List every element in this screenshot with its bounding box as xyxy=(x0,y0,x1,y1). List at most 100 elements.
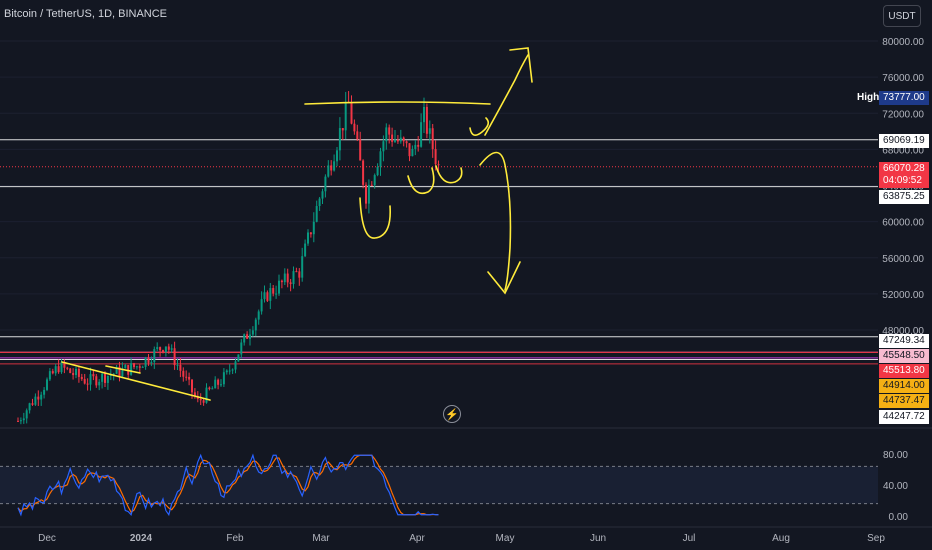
candle-body xyxy=(95,376,98,386)
price-tag-line7: 44737.47 xyxy=(879,394,929,408)
candle-body xyxy=(318,198,321,207)
candle-body xyxy=(330,165,333,171)
candle-body xyxy=(367,184,370,204)
candle-body xyxy=(176,364,179,366)
candle-body xyxy=(327,165,330,177)
candle-body xyxy=(211,388,214,390)
candle-body xyxy=(63,362,66,368)
price-tag-high: 73777.00 xyxy=(879,91,929,105)
time-tick: Jun xyxy=(590,533,606,544)
time-tick: May xyxy=(496,533,515,544)
candle-body xyxy=(66,367,69,369)
time-axis: Dec 2024 Feb Mar Apr May Jun Jul Aug Sep xyxy=(0,526,932,544)
candle-body xyxy=(388,127,391,135)
candle-body xyxy=(115,366,118,374)
price-tick: 80000.00 xyxy=(882,37,924,48)
candle-body xyxy=(272,288,275,294)
candle-body xyxy=(51,371,54,374)
price-tick: 52000.00 xyxy=(882,290,924,301)
candle-body xyxy=(231,369,234,371)
yellow-trendline-upper xyxy=(105,365,141,374)
candle-body xyxy=(92,374,95,377)
price-tick: 76000.00 xyxy=(882,73,924,84)
candle-body xyxy=(292,271,295,285)
candle-body xyxy=(118,366,121,377)
candle-body xyxy=(394,139,396,142)
candle-body xyxy=(167,346,170,350)
price-tag-current: 66070.28 04:09:52 xyxy=(879,162,929,188)
candle-body xyxy=(141,366,144,368)
candle-body xyxy=(333,161,336,171)
candle-body xyxy=(112,373,115,375)
candle-body xyxy=(405,141,408,144)
candle-body xyxy=(156,347,159,350)
candle-body xyxy=(48,371,51,380)
candle-body xyxy=(336,150,338,162)
candle-body xyxy=(379,151,382,167)
candle-body xyxy=(150,362,153,364)
candle-body xyxy=(104,373,106,383)
breakdown-arrow-path xyxy=(479,151,512,291)
candle-body xyxy=(214,379,217,389)
candle-body xyxy=(28,403,31,411)
currency-button[interactable]: USDT xyxy=(883,5,921,27)
candle-body xyxy=(101,373,104,382)
candle-body xyxy=(356,131,359,140)
time-tick: Dec xyxy=(38,533,56,544)
candle-body xyxy=(121,368,124,377)
candle-body xyxy=(286,273,289,283)
time-tick: Apr xyxy=(409,533,425,544)
candle-body xyxy=(391,134,394,142)
candle-body xyxy=(83,379,86,384)
candle-body xyxy=(423,106,425,123)
candle-body xyxy=(54,366,57,374)
time-tick: Feb xyxy=(226,533,244,544)
candle-body xyxy=(399,137,402,142)
candle-body xyxy=(57,366,60,373)
candle-body xyxy=(133,363,135,368)
oscillator-tick: 0.00 xyxy=(889,512,909,523)
candle-body xyxy=(17,420,19,422)
candle-body xyxy=(414,144,417,149)
candle-body xyxy=(185,376,188,378)
candle-body xyxy=(301,256,304,278)
candle-body xyxy=(324,176,327,192)
price-tick: 68000.00 xyxy=(882,145,924,156)
candle-body xyxy=(109,374,112,376)
high-label: High xyxy=(853,91,884,105)
candle-body xyxy=(191,379,193,393)
candle-body xyxy=(77,368,80,377)
candle-body xyxy=(220,384,222,386)
candle-body xyxy=(359,139,362,161)
candle-body xyxy=(350,102,353,124)
candle-body xyxy=(289,282,292,285)
candle-body xyxy=(86,383,89,385)
candle-body xyxy=(341,128,344,131)
price-tag-line6: 44914.00 xyxy=(879,379,929,393)
candle-body xyxy=(75,368,77,376)
candle-body xyxy=(106,375,109,383)
price-tag-line5: 45513.80 xyxy=(879,364,929,378)
breakout-arrowhead xyxy=(509,47,533,83)
candle-body xyxy=(98,381,101,386)
oscillator-band-fill xyxy=(0,466,878,504)
candle-body xyxy=(249,334,251,339)
candle-body xyxy=(411,148,414,157)
top-resistance-line xyxy=(304,101,491,105)
candle-body xyxy=(431,128,434,150)
countdown-timer: 04:09:52 xyxy=(883,175,922,186)
candle-body xyxy=(278,280,280,294)
candle-body xyxy=(402,137,405,142)
candle-body xyxy=(309,232,312,235)
candle-body xyxy=(153,349,156,363)
drawn-annotations xyxy=(61,47,533,401)
small-hook-curve xyxy=(469,117,490,136)
candle-body xyxy=(257,311,260,320)
symbol-title[interactable]: Bitcoin / TetherUS, 1D, BINANCE xyxy=(4,8,168,20)
candle-body xyxy=(34,396,37,405)
candle-body xyxy=(138,366,141,368)
price-tick: 60000.00 xyxy=(882,218,924,229)
lightning-icon[interactable]: ⚡ xyxy=(443,405,461,423)
price-tick: 72000.00 xyxy=(882,109,924,120)
